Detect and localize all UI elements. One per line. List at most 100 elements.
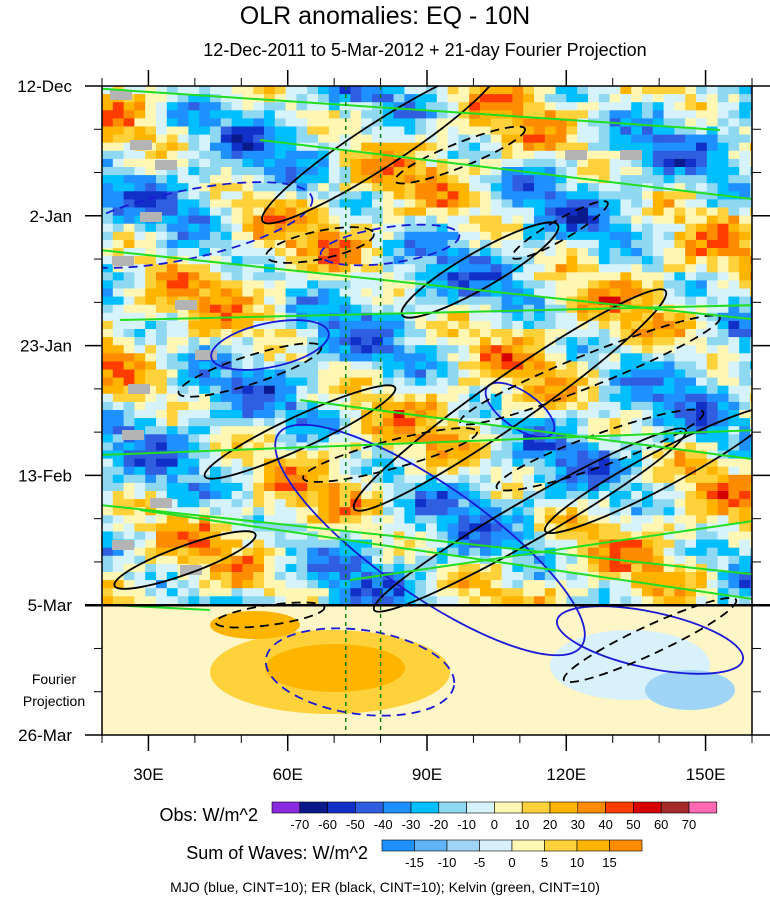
obs-cell <box>534 272 546 281</box>
obs-cell <box>350 426 362 435</box>
obs-cell <box>328 102 340 111</box>
obs-cell <box>382 134 394 144</box>
obs-cell <box>447 418 459 427</box>
obs-cell <box>620 231 632 241</box>
obs-cell <box>372 539 384 549</box>
obs-cell <box>728 563 740 573</box>
obs-cell <box>447 410 459 419</box>
obs-cell <box>264 499 276 508</box>
obs-cell <box>361 329 373 338</box>
obs-cell <box>404 410 416 419</box>
obs-cell <box>717 491 729 500</box>
obs-cell <box>490 272 502 281</box>
obs-cell <box>404 369 416 378</box>
obs-cell <box>706 539 718 549</box>
obs-cell <box>739 264 751 273</box>
obs-cell <box>393 288 405 297</box>
obs-cell <box>361 337 373 346</box>
obs-cell <box>210 385 222 395</box>
obs-cell <box>296 547 308 557</box>
obs-cell <box>231 547 243 557</box>
obs-cell <box>188 134 200 144</box>
obs-cell <box>555 385 567 395</box>
obs-cell <box>393 207 405 216</box>
obs-cell <box>674 329 686 338</box>
obs-cell <box>490 353 502 362</box>
obs-cell <box>480 94 492 103</box>
obs-cell <box>188 296 200 306</box>
obs-cell <box>652 134 664 144</box>
waves-legend: Sum of Waves: W/m^2 -15 -10 -5 0 5 10 15 <box>186 839 643 870</box>
obs-cell <box>544 329 556 338</box>
obs-cell <box>177 426 189 435</box>
obs-cell <box>436 215 448 225</box>
obs-cell <box>490 401 502 411</box>
obs-cell <box>242 369 254 378</box>
obs-cell <box>642 361 654 370</box>
obs-cell <box>717 167 729 176</box>
obs-cell <box>220 312 232 322</box>
obs-cell <box>436 458 448 468</box>
obs-cell <box>642 499 654 508</box>
obs-cell <box>404 296 416 306</box>
obs-cell <box>598 361 610 370</box>
obs-cell <box>480 531 492 540</box>
obs-cell <box>166 442 178 451</box>
obs-cell <box>663 426 675 435</box>
obs-cell <box>328 312 340 322</box>
obs-cell <box>156 385 168 395</box>
obs-cell <box>361 102 373 111</box>
obs-cell <box>372 474 384 484</box>
obs-cell <box>566 215 578 225</box>
obs-cell <box>555 110 567 119</box>
obs-cell <box>274 288 286 297</box>
obs-cell <box>361 580 373 589</box>
obs-cell <box>102 588 114 597</box>
obs-cell <box>145 596 157 605</box>
obs-cell <box>555 239 567 249</box>
obs-cell <box>361 491 373 500</box>
obs-cell <box>631 296 643 306</box>
obs-cell <box>123 199 135 208</box>
obs-cell <box>188 531 200 540</box>
obs-cell <box>328 547 340 557</box>
obs-cell <box>523 474 535 484</box>
obs-cell <box>728 434 740 443</box>
obs-cell <box>458 393 470 403</box>
obs-cell <box>588 474 600 484</box>
obs-cell <box>717 231 729 241</box>
obs-cell <box>372 499 384 508</box>
obs-cell <box>177 369 189 378</box>
obs-cell <box>652 377 664 387</box>
obs-cell <box>501 207 513 216</box>
obs-cell <box>318 191 330 200</box>
obs-cell <box>296 507 308 516</box>
obs-cell <box>523 248 535 257</box>
obs-cell <box>469 418 481 427</box>
obs-cell <box>328 572 340 581</box>
obs-cell <box>739 523 751 532</box>
obs-cell <box>210 361 222 370</box>
obs-cell <box>328 320 340 330</box>
obs-cell <box>253 434 265 443</box>
obs-cell <box>307 410 319 419</box>
obs-cell <box>436 418 448 427</box>
obs-cell <box>717 466 729 476</box>
obs-cell <box>739 369 751 378</box>
obs-cell <box>696 304 708 314</box>
obs-cell <box>339 499 351 508</box>
obs-cell <box>274 572 286 581</box>
projection-negative-anomaly <box>550 630 710 700</box>
obs-cell <box>663 353 675 362</box>
obs-cell <box>598 393 610 403</box>
obs-cell <box>210 142 222 152</box>
obs-cell <box>361 304 373 314</box>
projection-label-line: Fourier <box>32 671 77 687</box>
obs-cell <box>361 175 373 184</box>
obs-cell <box>523 499 535 508</box>
obs-cell <box>512 320 524 330</box>
obs-cell <box>361 401 373 411</box>
obs-cell <box>123 523 135 532</box>
obs-cell <box>620 239 632 249</box>
obs-cell <box>231 272 243 281</box>
